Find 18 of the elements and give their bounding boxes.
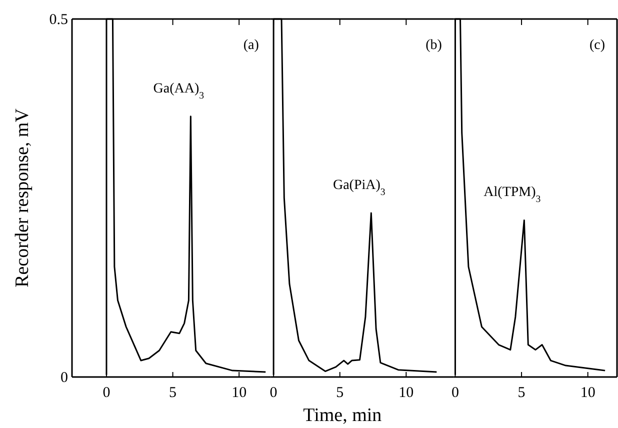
x-tick-label: 10	[580, 385, 596, 401]
x-tick-label: 5	[169, 385, 177, 401]
annotation: Al(TPM)$_{3}$	[484, 185, 541, 205]
x-tick-label: 0	[102, 385, 110, 401]
x-tick-label: 0	[451, 385, 459, 401]
x-tick-label: 10	[232, 385, 247, 401]
annotation: Ga(AA)$_{3}$	[153, 81, 204, 101]
x-tick-label: 5	[336, 385, 344, 401]
x-tick-label: 0	[270, 385, 278, 401]
x-tick-label: 5	[518, 385, 526, 401]
annotation: Ga(PiA)$_{3}$	[332, 178, 386, 198]
y-axis-title: Recorder response, mV	[12, 108, 33, 288]
x-axis-title: Time, min	[303, 405, 382, 426]
y-tick-label: 0.5	[49, 12, 68, 28]
x-tick-label: 10	[398, 385, 414, 401]
annotation: (c)	[589, 38, 606, 53]
annotation: (b)	[426, 38, 442, 53]
annotation: (a)	[243, 38, 260, 53]
